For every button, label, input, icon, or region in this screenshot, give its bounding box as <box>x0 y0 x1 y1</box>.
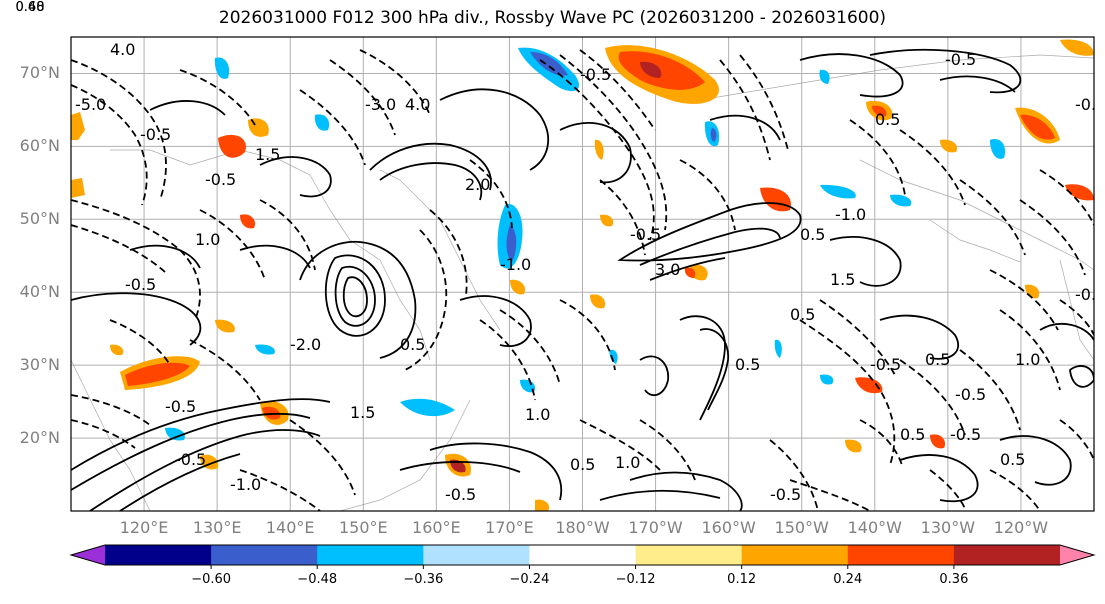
contour-label: -0.5 <box>950 425 981 444</box>
lon-label: 120°E <box>119 518 169 537</box>
colorbar-extend-min <box>71 545 105 565</box>
contour-label: 4.0 <box>405 95 430 114</box>
contour-label: 1.0 <box>195 230 220 249</box>
lat-label: 40°N <box>19 282 60 302</box>
colorbar-tick-label: −0.48 <box>297 572 338 587</box>
contour-label: -0.5 <box>870 355 901 374</box>
contour-label: -2.0 <box>290 335 321 354</box>
contour-label: 0.5 <box>400 335 425 354</box>
map-title: 2026031000 F012 300 hPa div., Rossby Wav… <box>218 8 887 28</box>
contour-label: 2.0 <box>465 175 490 194</box>
contour-label: -0.5 <box>445 485 476 504</box>
contour-label: 1.0 <box>615 453 640 472</box>
contour-label: -0.5 <box>580 65 611 84</box>
colorbar-tick-label: −0.60 <box>191 572 232 587</box>
contour-value-labels: 4.0 -5.0 -0.5 1.5 -0.5 1.0 -0.5 -2.0 0.5… <box>75 40 1105 504</box>
contour-label: 0.5 <box>735 355 760 374</box>
contour-label: -0.5 <box>1075 95 1105 114</box>
contour-label: -1.0 <box>500 255 531 274</box>
colorbar-swatch <box>423 545 530 565</box>
lon-label: 130°E <box>192 518 242 537</box>
contour-label: 1.5 <box>255 145 280 164</box>
lon-label: 140°E <box>265 518 315 537</box>
contour-label: -0.5 <box>1075 285 1105 304</box>
contour-label: 3.0 <box>655 260 680 279</box>
lon-label: 180°W <box>555 518 610 537</box>
contour-label: -1.0 <box>230 475 261 494</box>
lon-label: 170°E <box>485 518 534 537</box>
contour-label: -0.5 <box>955 385 986 404</box>
colorbar-swatch <box>529 545 637 565</box>
contour-label: -0.5 <box>125 275 156 294</box>
contour-label: -5.0 <box>75 95 106 114</box>
colorbar-tick-label: 0.36 <box>939 572 969 587</box>
colorbar-tick-label: 0.24 <box>833 572 863 587</box>
colorbar-extend-max <box>1060 545 1094 565</box>
contour-label: 1.5 <box>830 270 855 289</box>
lon-label: 150°E <box>338 518 388 537</box>
colorbar-outline <box>69 544 1096 566</box>
negative-contours <box>71 49 1094 511</box>
colorbar-tick-label: −0.36 <box>403 572 444 587</box>
contour-label: -1.0 <box>835 205 866 224</box>
colorbar-tick-label: 0.48 <box>15 0 45 15</box>
contour-label: -0.5 <box>630 225 661 244</box>
contour-label: 1.0 <box>1015 350 1040 369</box>
colorbar-swatch <box>741 545 849 565</box>
lat-label: 20°N <box>19 428 60 448</box>
colorbar-tick-label: −0.12 <box>615 572 656 587</box>
map-frame <box>70 36 1095 512</box>
divergence-shading <box>71 39 1094 511</box>
contour-label: 0.5 <box>1000 450 1025 469</box>
contour-label: 1.5 <box>350 403 375 422</box>
contour-label: -0.5 <box>140 125 171 144</box>
contour-label: 1.0 <box>525 405 550 424</box>
colorbar-swatch <box>211 545 318 565</box>
colorbar-swatch <box>635 545 743 565</box>
lon-label: 160°W <box>701 518 756 537</box>
contour-label: 4.0 <box>110 40 135 59</box>
contour-label: -0.5 <box>945 50 976 69</box>
contour-label: 0.5 <box>875 110 900 129</box>
lon-label: 120°W <box>993 518 1049 537</box>
lon-label: 130°W <box>920 518 976 537</box>
contour-label: -0.5 <box>770 485 801 504</box>
lon-label: 150°W <box>774 518 829 537</box>
colorbar <box>69 544 1096 569</box>
contour-label: 0.5 <box>570 455 595 474</box>
colorbar-tick-label: 0.60 <box>15 0 45 15</box>
contour-label: 0.5 <box>800 225 825 244</box>
lat-label: 60°N <box>19 136 60 156</box>
contour-label: -3.0 <box>365 95 396 114</box>
colorbar-tick-label: −0.24 <box>509 572 550 587</box>
contour-label: -0.5 <box>205 170 236 189</box>
lat-lon-gridlines <box>71 37 1094 511</box>
contour-label: 0.5 <box>900 425 925 444</box>
positive-contours <box>71 48 1094 511</box>
lat-label: 50°N <box>19 209 60 229</box>
contour-label: -0.5 <box>165 397 196 416</box>
lon-label: 160°E <box>412 518 461 537</box>
colorbar-tick-label: 0.12 <box>727 572 757 587</box>
contour-label: -0.5 <box>175 450 206 469</box>
contour-label: 0.5 <box>925 350 950 369</box>
colorbar-swatch <box>317 545 424 565</box>
colorbar-swatch <box>105 545 212 565</box>
lon-label: 140°W <box>847 518 902 537</box>
lon-label: 170°W <box>628 518 683 537</box>
colorbar-swatch <box>847 545 955 565</box>
lat-label: 30°N <box>19 355 60 375</box>
colorbar-swatch <box>953 545 1061 565</box>
lat-label: 70°N <box>19 63 60 83</box>
contour-label: 0.5 <box>790 305 815 324</box>
